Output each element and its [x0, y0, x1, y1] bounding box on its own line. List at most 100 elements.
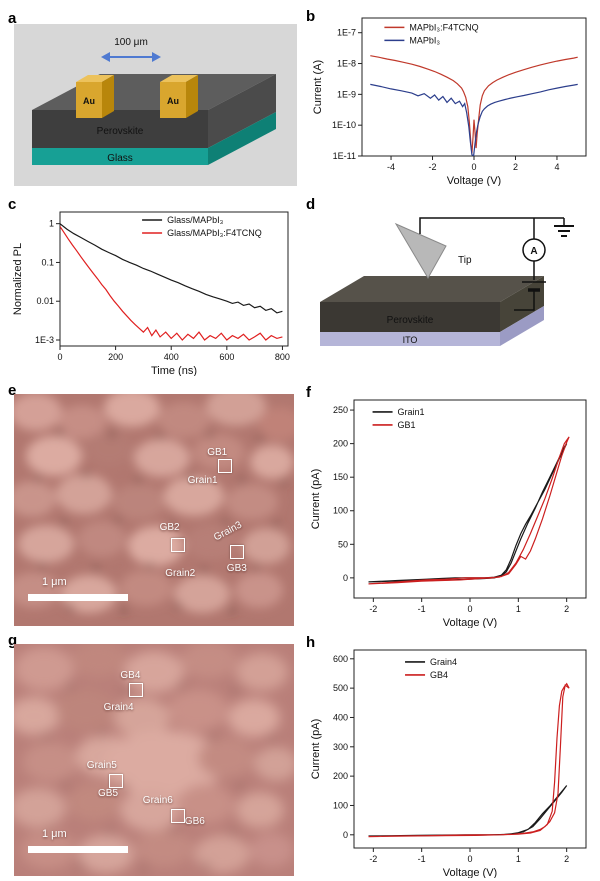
- y-tick-label: 50: [338, 539, 348, 549]
- x-tick-label: -2: [369, 854, 377, 864]
- grain-annotation-label: GB2: [159, 521, 180, 533]
- panel-label-f: f: [306, 384, 311, 401]
- glass-layer-label: Glass: [107, 153, 133, 164]
- electrode-right-label: Au: [167, 96, 179, 106]
- x-tick-label: 2: [513, 162, 518, 172]
- y-tick-label: 150: [333, 472, 348, 482]
- series-Glass/MAPbI₃:F4TCNQ: [60, 226, 283, 341]
- x-tick-label: 1: [516, 854, 521, 864]
- x-axis-label: Voltage (V): [443, 617, 497, 628]
- y-tick-label: 300: [333, 742, 348, 752]
- x-axis-label: Voltage (V): [447, 175, 501, 186]
- cafm-schematic: Perovskite ITO Tip A: [320, 217, 574, 346]
- device-schematic: Au Au 100 μm Perovskite Glass: [14, 24, 297, 186]
- grain-annotation-label: Grain6: [142, 794, 173, 806]
- x-tick-label: 800: [275, 352, 290, 362]
- ammeter-label: A: [530, 246, 537, 257]
- legend-label: GB1: [398, 420, 416, 430]
- series-Glass/MAPbI₃: [60, 223, 283, 314]
- grain-annotation-label: Grain4: [103, 702, 134, 713]
- grain-annotation-label: Grain2: [165, 568, 196, 579]
- y-tick-label: 250: [333, 405, 348, 415]
- scalebar-label-e: 1 μm: [42, 576, 67, 588]
- roi-box: [229, 544, 244, 559]
- y-tick-label: 100: [333, 800, 348, 810]
- ito-front-face: [320, 332, 500, 346]
- y-tick-label: 0.1: [41, 257, 54, 267]
- chart-iv-grain1: -2 -1 0 1 2 0 50 100 150 200 250 Voltage (V) Current…: [310, 399, 587, 628]
- legend-label: GB4: [430, 670, 448, 680]
- plot-frame: [353, 399, 587, 599]
- grain-annotation-label: Grain1: [187, 475, 218, 487]
- grain-image-e: 1 μm GB1 Grain1 GB2 Grain3 Grain2 GB3: [14, 394, 294, 626]
- series-GB4: [368, 682, 570, 838]
- perovskite-front-face: [32, 110, 208, 148]
- series-MAPbI₃:F4TCNQ: [370, 55, 578, 154]
- y-tick-label: 0.01: [36, 296, 54, 306]
- y-tick-label: 1E-9: [337, 89, 356, 99]
- y-axis-label: Current (pA): [310, 469, 322, 530]
- x-axis-label: Time (ns): [151, 365, 197, 376]
- series-Grain4: [368, 785, 568, 837]
- y-tick-label: 1E-3: [35, 335, 54, 345]
- x-tick-label: 0: [467, 854, 472, 864]
- grain-annotation-label: GB4: [120, 669, 141, 681]
- series-MAPbI₃: [370, 83, 578, 156]
- ito-layer-label: ITO: [403, 335, 418, 345]
- sample-top-face: [320, 276, 544, 302]
- legend-label: Grain4: [430, 657, 457, 667]
- y-axis-label: Current (pA): [310, 719, 322, 780]
- x-tick-label: 400: [164, 352, 179, 362]
- legend-label: MAPbI₃: [409, 35, 440, 45]
- tip-label: Tip: [458, 255, 472, 266]
- roi-box: [170, 537, 185, 552]
- x-tick-label: 1: [516, 604, 521, 614]
- electrode-right-side: [186, 75, 198, 118]
- y-tick-label: 200: [333, 439, 348, 449]
- grain-annotation-label: GB5: [98, 787, 119, 799]
- y-tick-label: 1E-8: [337, 59, 356, 69]
- glass-side-face: [208, 112, 276, 165]
- electrode-left-side: [102, 75, 114, 118]
- grain-annotation-label: GB3: [226, 563, 247, 575]
- x-tick-label: 0: [57, 352, 62, 362]
- grain-texture-g: [14, 644, 294, 876]
- panel-label-h: h: [306, 634, 316, 651]
- electrode-right-front: [160, 82, 186, 118]
- x-tick-label: 600: [219, 352, 234, 362]
- roi-box: [170, 808, 185, 823]
- legend-label: Grain1: [398, 407, 425, 417]
- roi-box: [218, 458, 233, 473]
- electrode-left-label: Au: [83, 96, 95, 106]
- gap-dimension-label: 100 μm: [114, 37, 148, 48]
- legend-label: Glass/MAPbI₃: [167, 215, 224, 225]
- scalebar-label-g: 1 μm: [42, 828, 67, 840]
- ground-icon: [554, 225, 574, 237]
- y-tick-label: 0: [343, 830, 348, 840]
- panel-label-d: d: [306, 196, 316, 213]
- y-tick-label: 1E-7: [337, 28, 356, 38]
- x-tick-label: 0: [467, 604, 472, 614]
- y-tick-label: 1: [49, 219, 54, 229]
- perovskite-side-face: [208, 74, 276, 148]
- gap-arrow-left-head: [101, 52, 110, 62]
- plot-frame: [59, 211, 289, 347]
- y-tick-label: 0: [343, 573, 348, 583]
- sample-layer-label: Perovskite: [387, 315, 434, 326]
- x-tick-label: 2: [564, 604, 569, 614]
- y-tick-label: 1E-11: [333, 151, 356, 161]
- x-tick-label: -4: [387, 162, 395, 172]
- series-Grain1: [368, 443, 568, 583]
- x-axis-label: Voltage (V): [443, 867, 497, 878]
- electrode-left-front: [76, 82, 102, 118]
- circuit-wire-bottom: [514, 290, 535, 311]
- plot-frame: [361, 17, 587, 157]
- panel-label-g: g: [8, 632, 18, 649]
- x-tick-label: 4: [554, 162, 559, 172]
- y-tick-label: 600: [333, 654, 348, 664]
- electrode-right-top: [160, 75, 198, 82]
- afm-tip-icon: [394, 222, 447, 279]
- chart-pl-decay: 0 200 400 600 800 1 0.1 0.01 1E-3 Time (ns) Normal…: [12, 211, 290, 376]
- ito-side-face: [500, 306, 544, 346]
